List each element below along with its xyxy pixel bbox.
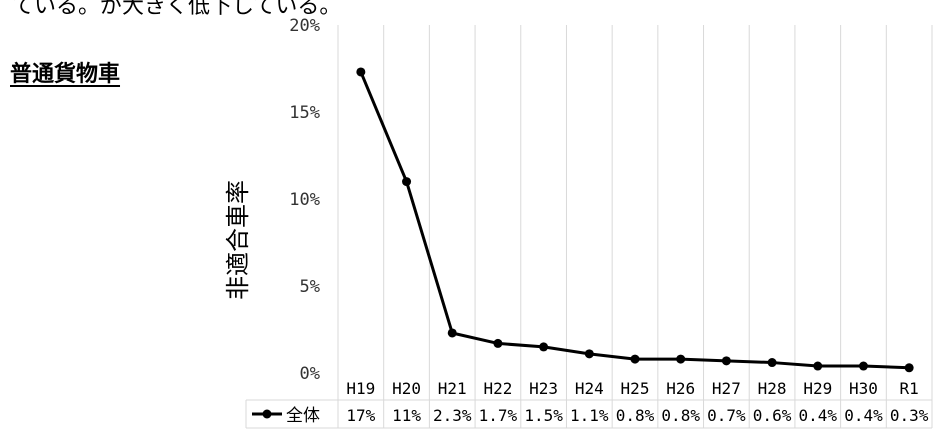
data-point: [493, 338, 503, 348]
x-category-label: H27: [712, 379, 741, 398]
data-table-value: 2.3%: [433, 406, 472, 425]
data-point: [584, 349, 594, 359]
y-tick-label: 5%: [300, 277, 320, 297]
x-category-label: H25: [621, 379, 650, 398]
y-tick-label: 20%: [289, 16, 320, 36]
data-table-value: 1.1%: [570, 406, 609, 425]
data-point: [813, 361, 823, 371]
x-category-label: H28: [758, 379, 787, 398]
data-table-value: 1.5%: [524, 406, 563, 425]
x-category-label: H21: [438, 379, 467, 398]
data-table-value: 11%: [392, 406, 421, 425]
data-point: [858, 361, 868, 371]
x-category-label: H29: [803, 379, 832, 398]
data-point: [676, 354, 686, 364]
data-table-value: 0.7%: [707, 406, 746, 425]
x-category-label: H23: [529, 379, 558, 398]
y-tick-label: 10%: [289, 190, 320, 210]
x-axis-categories: H19 H20 H21 H22 H23 H24 H25 H26 H27 H28 H29 H30 R1: [346, 379, 918, 398]
data-point: [402, 177, 412, 187]
data-table: 全体 17% 11% 2.3% 1.7% 1.5% 1.1% 0.8% 0.8% 0.7% 0.6%…: [252, 406, 929, 426]
data-table-value: 0.6%: [753, 406, 792, 425]
y-tick-label: 15%: [289, 103, 320, 123]
section-title: 普通貨物車: [10, 62, 121, 87]
top-paragraph-text: ている。が大きく低下している。: [12, 0, 342, 19]
x-category-label: R1: [900, 379, 919, 398]
x-category-label: H19: [346, 379, 375, 398]
data-table-value: 17%: [346, 406, 375, 425]
x-category-label: H24: [575, 379, 604, 398]
x-category-label: H20: [392, 379, 421, 398]
data-table-value: 0.4%: [844, 406, 883, 425]
data-table-value: 0.4%: [799, 406, 838, 425]
y-tick-label: 0%: [300, 364, 320, 384]
data-point: [539, 342, 549, 352]
series-line-all: [359, 71, 910, 370]
data-point: [904, 363, 914, 373]
chart-gridlines: [245, 25, 933, 429]
y-axis-label: 非適合車率: [224, 180, 252, 300]
data-table-value: 0.3%: [890, 406, 929, 425]
data-point: [447, 328, 457, 338]
x-category-label: H26: [666, 379, 695, 398]
data-table-value: 0.8%: [616, 406, 655, 425]
data-point: [721, 356, 731, 366]
x-category-label: H30: [849, 379, 878, 398]
data-point: [630, 354, 640, 364]
y-axis: 0% 5% 10% 15% 20%: [289, 16, 320, 384]
data-table-value: 0.8%: [661, 406, 700, 425]
data-point: [356, 67, 366, 77]
x-category-label: H22: [483, 379, 512, 398]
data-point: [767, 358, 777, 368]
chart-series: [356, 67, 914, 373]
legend-series-name: 全体: [286, 406, 320, 426]
data-table-value: 1.7%: [479, 406, 518, 425]
legend-marker-key: [262, 409, 272, 419]
